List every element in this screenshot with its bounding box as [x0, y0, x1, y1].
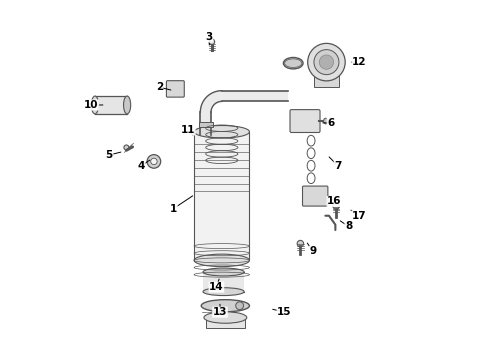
- Text: 8: 8: [345, 221, 352, 231]
- Text: 12: 12: [352, 57, 367, 67]
- Ellipse shape: [323, 118, 328, 124]
- Bar: [203, 272, 244, 292]
- Ellipse shape: [203, 288, 244, 296]
- Ellipse shape: [308, 43, 345, 81]
- Ellipse shape: [201, 300, 249, 312]
- Ellipse shape: [209, 39, 215, 45]
- Ellipse shape: [236, 302, 244, 310]
- Ellipse shape: [319, 55, 334, 69]
- Ellipse shape: [123, 96, 131, 114]
- Ellipse shape: [203, 268, 244, 276]
- Ellipse shape: [194, 126, 249, 138]
- Text: 10: 10: [84, 100, 98, 110]
- Ellipse shape: [283, 58, 303, 69]
- Bar: [95, 96, 127, 114]
- FancyBboxPatch shape: [290, 110, 320, 132]
- Ellipse shape: [147, 155, 161, 168]
- Bar: [200, 112, 211, 135]
- Bar: [198, 122, 213, 127]
- Text: 14: 14: [209, 282, 224, 292]
- Bar: [222, 91, 288, 102]
- Text: 6: 6: [327, 118, 334, 128]
- PathPatch shape: [200, 91, 222, 112]
- FancyBboxPatch shape: [167, 81, 184, 97]
- Ellipse shape: [124, 145, 129, 150]
- Ellipse shape: [314, 50, 339, 75]
- Text: 16: 16: [327, 197, 342, 206]
- Text: 13: 13: [213, 307, 227, 317]
- Text: 17: 17: [352, 211, 367, 221]
- Ellipse shape: [92, 96, 98, 114]
- Bar: [314, 66, 339, 87]
- FancyBboxPatch shape: [302, 186, 328, 206]
- Text: 5: 5: [106, 150, 113, 160]
- FancyBboxPatch shape: [194, 132, 249, 260]
- Text: 1: 1: [170, 203, 177, 213]
- Ellipse shape: [151, 158, 157, 165]
- Text: 7: 7: [334, 161, 342, 171]
- Text: 2: 2: [156, 82, 163, 92]
- Text: 4: 4: [138, 161, 145, 171]
- Text: 15: 15: [277, 307, 292, 317]
- Text: 11: 11: [181, 125, 195, 135]
- Bar: [206, 318, 245, 328]
- Text: 9: 9: [309, 247, 317, 256]
- Ellipse shape: [204, 312, 247, 323]
- Ellipse shape: [333, 203, 339, 209]
- Text: 3: 3: [206, 32, 213, 42]
- Ellipse shape: [297, 240, 304, 247]
- Ellipse shape: [194, 254, 249, 267]
